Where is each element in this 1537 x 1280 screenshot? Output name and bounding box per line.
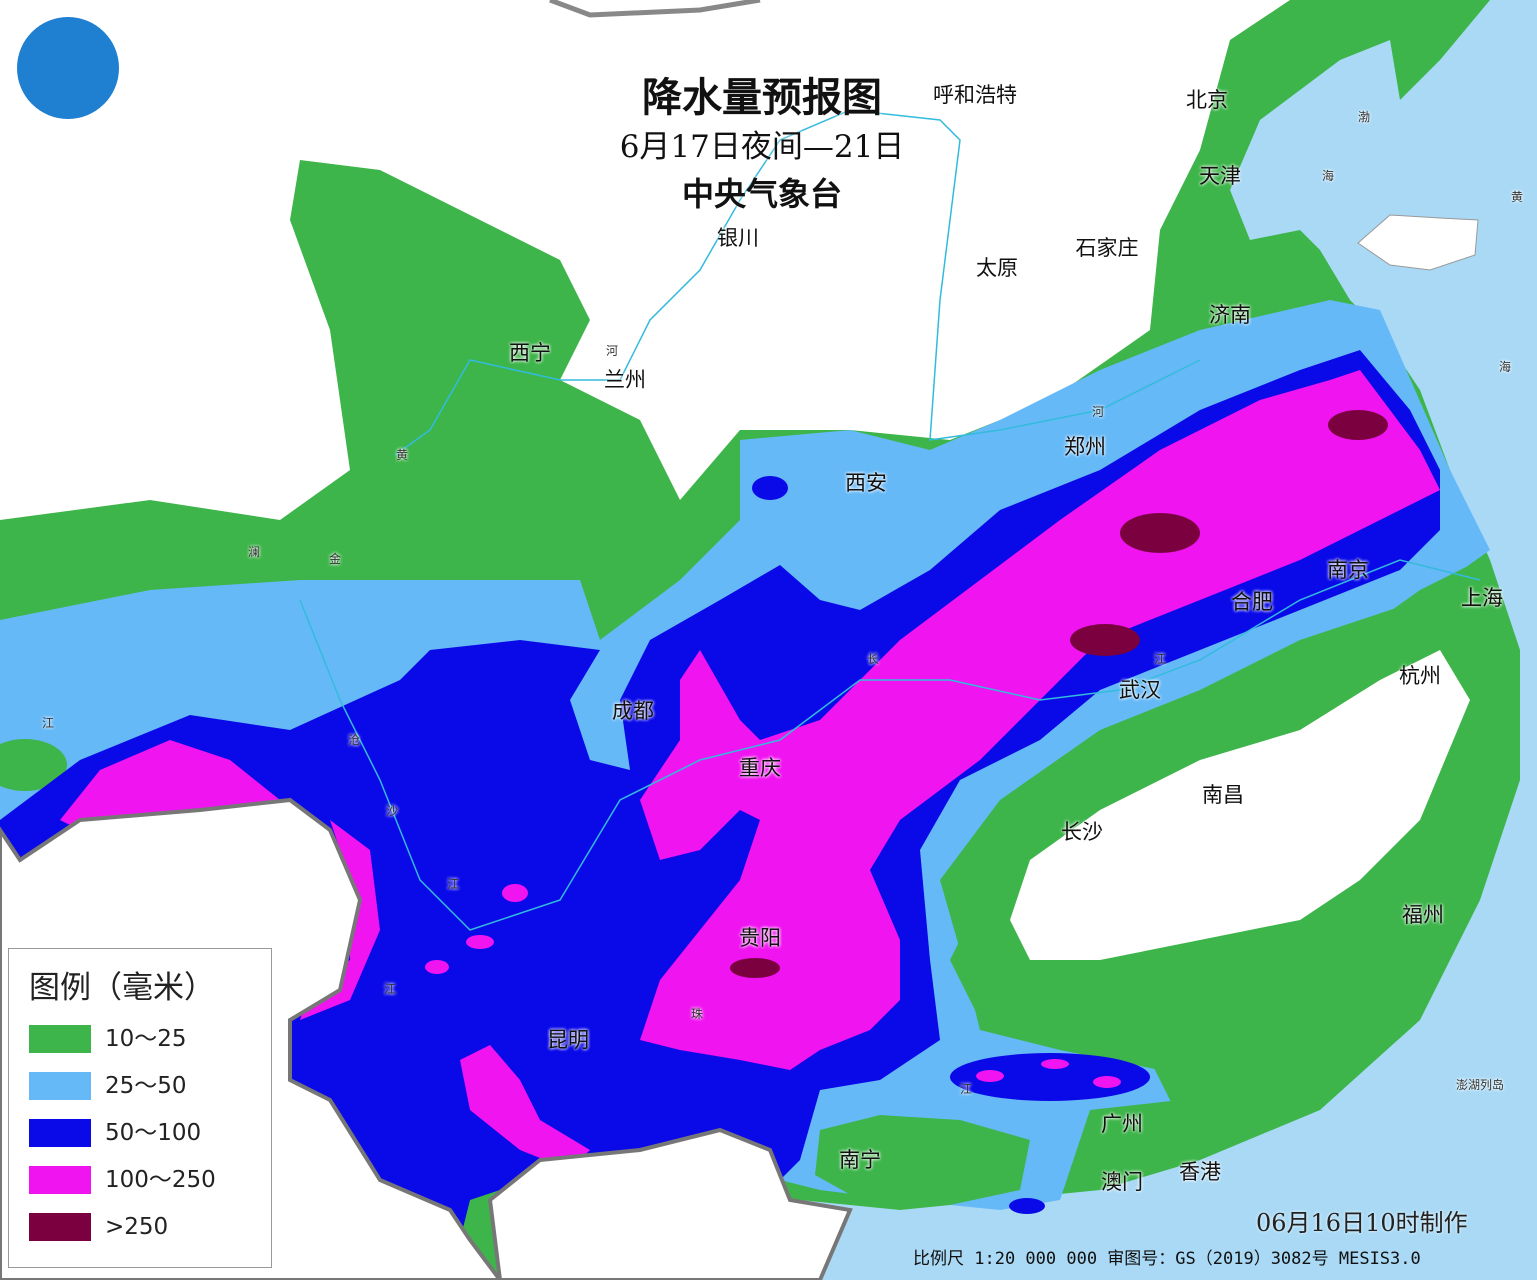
no-rain-north bbox=[0, 0, 1290, 520]
city-label: 贵阳 bbox=[739, 925, 781, 950]
city-label: 济南 bbox=[1209, 302, 1251, 327]
river-label: 江 bbox=[383, 982, 397, 997]
band-100-250-yunnan bbox=[460, 1045, 590, 1170]
sea bbox=[780, 0, 1537, 1280]
city-label: 合肥 bbox=[1231, 589, 1273, 614]
legend-label: >250 bbox=[105, 1214, 169, 1240]
river-label: 江 bbox=[1153, 652, 1167, 667]
city-label: 南宁 bbox=[839, 1147, 881, 1172]
island-label: 澎湖列岛 bbox=[1455, 1078, 1505, 1093]
production-time: 06月16日10时制作 bbox=[1256, 1209, 1468, 1237]
city-label: 银川 bbox=[717, 225, 759, 250]
yangtze-river bbox=[299, 559, 1481, 931]
cma-logo bbox=[17, 17, 119, 119]
legend-item: 25～50 bbox=[29, 1071, 187, 1101]
map-subtitle: 6月17日夜间—21日 bbox=[619, 129, 905, 165]
river-label: 澜 bbox=[247, 545, 261, 560]
legend-swatch bbox=[29, 1025, 91, 1053]
river-label: 沧 bbox=[347, 733, 361, 748]
band-100-250-west bbox=[60, 740, 280, 830]
city-label: 北京 bbox=[1186, 87, 1228, 112]
band-50-100-xian-spot bbox=[752, 476, 788, 500]
city-label: 重庆 bbox=[739, 755, 781, 780]
river-label: 江 bbox=[446, 877, 460, 892]
band-100-250-main bbox=[640, 370, 1440, 1070]
band-50-100-coast bbox=[1009, 1198, 1045, 1214]
legend-item: 10～25 bbox=[29, 1024, 187, 1054]
band-10-25-nanning bbox=[815, 1115, 1030, 1205]
river-label: 黄 bbox=[395, 448, 409, 463]
sea-label: 海 bbox=[1498, 360, 1512, 375]
band-gt250-spot bbox=[730, 958, 780, 978]
country-border-north bbox=[549, 0, 761, 18]
legend-swatch bbox=[29, 1166, 91, 1194]
legend-item: >250 bbox=[29, 1212, 168, 1242]
city-label: 昆明 bbox=[547, 1027, 589, 1052]
legend: 图例（毫米） 10～25 25～50 50～100 100～250 >250 bbox=[8, 948, 272, 1268]
band-100-250-spot bbox=[1093, 1076, 1121, 1088]
city-label: 西安 bbox=[845, 470, 887, 495]
legend-swatch bbox=[29, 1213, 91, 1241]
band-gt250-spot bbox=[1120, 513, 1200, 553]
river-label: 金 bbox=[328, 552, 342, 567]
no-rain-southeast bbox=[1010, 650, 1470, 960]
river-label: 河 bbox=[1091, 405, 1105, 420]
band-10-25-west bbox=[0, 739, 67, 791]
city-label: 郑州 bbox=[1064, 434, 1106, 459]
scale-and-approval: 比例尺 1:20 000 000 审图号：GS（2019）3082号 MESIS… bbox=[913, 1249, 1421, 1269]
legend-label: 10～25 bbox=[105, 1026, 187, 1052]
yellow-river bbox=[394, 109, 1201, 456]
river-label: 江 bbox=[959, 1082, 973, 1097]
city-label: 杭州 bbox=[1399, 663, 1441, 688]
city-label: 南京 bbox=[1327, 557, 1369, 582]
legend-swatch bbox=[29, 1119, 91, 1147]
map-title: 降水量预报图 bbox=[642, 74, 882, 121]
band-100-250-spot bbox=[425, 960, 449, 974]
city-label: 福州 bbox=[1402, 902, 1444, 927]
city-label: 石家庄 bbox=[1075, 235, 1139, 260]
city-label: 成都 bbox=[612, 698, 654, 723]
legend-label: 50～100 bbox=[105, 1120, 202, 1146]
city-label: 香港 bbox=[1179, 1159, 1221, 1184]
band-50-100-guangdong bbox=[950, 1053, 1150, 1101]
city-label: 南昌 bbox=[1202, 782, 1244, 807]
legend-title: 图例（毫米） bbox=[29, 970, 215, 1006]
river-label: 河 bbox=[605, 344, 619, 359]
city-label: 广州 bbox=[1101, 1111, 1143, 1136]
sea-label: 渤 bbox=[1357, 110, 1371, 125]
river-label: 长 bbox=[866, 652, 880, 667]
legend-item: 50～100 bbox=[29, 1118, 201, 1148]
city-label: 太原 bbox=[976, 255, 1018, 280]
legend-label: 100～250 bbox=[105, 1167, 216, 1193]
band-gt250-spot bbox=[1070, 624, 1140, 656]
foreign-land-vietnam bbox=[487, 1127, 853, 1280]
river-label: 江 bbox=[41, 716, 55, 731]
river-label: 珠 bbox=[690, 1007, 704, 1022]
city-label: 长沙 bbox=[1061, 819, 1103, 844]
band-100-250-spot bbox=[1041, 1059, 1069, 1069]
city-label: 兰州 bbox=[604, 367, 646, 392]
city-label: 澳门 bbox=[1101, 1169, 1143, 1194]
band-gt250-spot bbox=[1328, 410, 1388, 440]
city-label: 武汉 bbox=[1119, 677, 1161, 702]
shandong-tip bbox=[1357, 214, 1479, 271]
legend-item: 100～250 bbox=[29, 1165, 216, 1195]
band-100-250-spot bbox=[976, 1070, 1004, 1082]
city-label: 呼和浩特 bbox=[933, 82, 1017, 107]
city-label: 西宁 bbox=[509, 340, 551, 365]
agency-name: 中央气象台 bbox=[681, 175, 843, 213]
band-100-250-spot bbox=[466, 935, 494, 949]
band-100-250-border bbox=[300, 820, 380, 1020]
city-label: 天津 bbox=[1199, 163, 1241, 188]
legend-swatch bbox=[29, 1072, 91, 1100]
sea-label: 黄 bbox=[1510, 190, 1524, 205]
city-label: 上海 bbox=[1461, 585, 1503, 610]
sea-label: 海 bbox=[1321, 169, 1335, 184]
river-label: 沙 bbox=[385, 804, 399, 819]
band-100-250-spot bbox=[502, 884, 528, 902]
legend-label: 25～50 bbox=[105, 1073, 187, 1099]
